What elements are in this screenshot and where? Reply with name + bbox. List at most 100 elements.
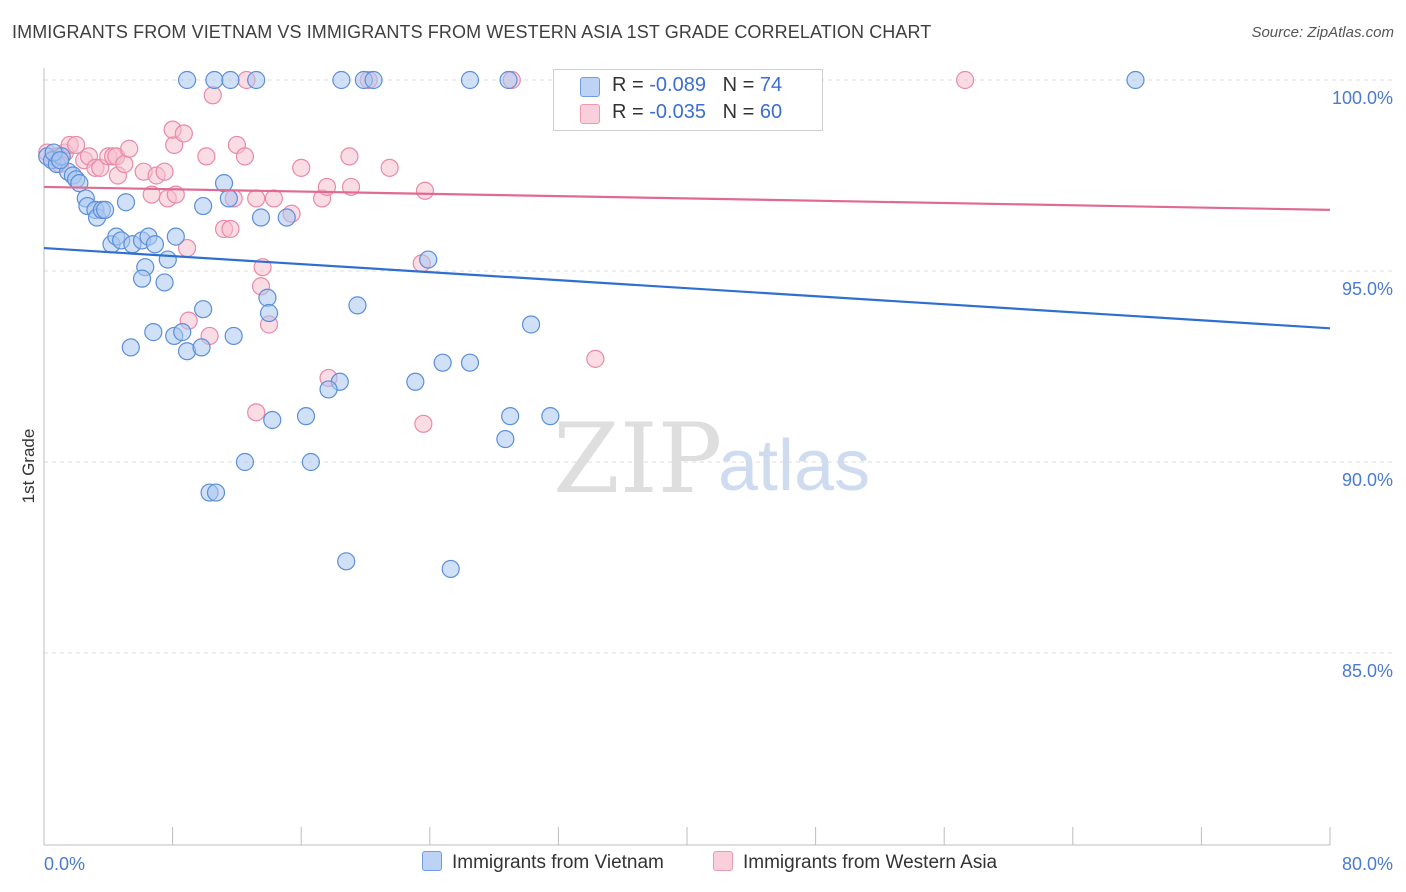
vietnam-point bbox=[247, 70, 266, 90]
legend-n-value-western-asia: 60 bbox=[759, 101, 783, 123]
vietnam-point bbox=[364, 70, 383, 90]
chart-title: IMMIGRANTS FROM VIETNAM VS IMMIGRANTS FR… bbox=[12, 22, 932, 42]
vietnam-point bbox=[205, 70, 224, 90]
trend-lines bbox=[43, 185, 1331, 330]
x-tick-min: 0.0% bbox=[44, 854, 85, 874]
western-asia-point bbox=[341, 177, 361, 197]
western-asia-point bbox=[340, 147, 359, 166]
western-asia-point bbox=[955, 70, 975, 90]
y-tick-label: 95.0% bbox=[1342, 279, 1393, 299]
legend-n-label: N = bbox=[722, 74, 760, 96]
bottom-legend-label-vietnam: Immigrants from Vietnam bbox=[452, 852, 664, 873]
y-axis-label: 1st Grade bbox=[19, 429, 38, 504]
western-asia-point bbox=[203, 86, 222, 105]
vietnam-point bbox=[155, 273, 174, 292]
vietnam-point bbox=[263, 410, 282, 430]
vietnam-point bbox=[192, 338, 211, 357]
vietnam-point bbox=[496, 429, 515, 449]
source-label: Source: ZipAtlas.com bbox=[1251, 24, 1394, 41]
western-asia-point bbox=[120, 139, 139, 158]
vietnam-point bbox=[116, 193, 136, 212]
x-tick-max: 80.0% bbox=[1342, 854, 1393, 874]
vietnam-point bbox=[173, 323, 192, 342]
legend-r-value-western-asia: -0.035 bbox=[649, 101, 706, 123]
vietnam-point bbox=[541, 407, 560, 426]
vietnam-point bbox=[441, 559, 460, 579]
western-asia-point bbox=[586, 349, 605, 368]
y-tick-label: 100.0% bbox=[1332, 88, 1393, 108]
vietnam-point bbox=[194, 300, 213, 319]
western-asia-point bbox=[197, 147, 216, 166]
watermark: ZIP atlas bbox=[553, 403, 870, 515]
vietnam-point bbox=[219, 189, 238, 208]
vietnam-point bbox=[145, 235, 165, 254]
western-asia-point bbox=[67, 135, 86, 155]
vietnam-point bbox=[132, 269, 152, 288]
western-asia-point bbox=[264, 189, 283, 208]
vietnam-point bbox=[144, 323, 163, 342]
vietnam-point bbox=[95, 200, 115, 219]
axes bbox=[43, 68, 1331, 846]
watermark-zip: ZIP bbox=[553, 403, 722, 515]
bottom-legend-label-western-asia: Immigrants from Western Asia bbox=[743, 852, 998, 873]
vietnam-point bbox=[259, 303, 279, 323]
western-asia-point bbox=[115, 154, 134, 174]
trend-line-western-asia bbox=[43, 185, 1331, 211]
series-western-asia-points bbox=[38, 70, 975, 433]
western-asia-point bbox=[292, 158, 311, 177]
vietnam-point bbox=[406, 372, 425, 391]
vietnam-point bbox=[258, 288, 277, 307]
western-asia-point bbox=[380, 158, 399, 177]
vietnam-point bbox=[177, 70, 197, 90]
western-asia-point bbox=[247, 403, 266, 422]
vietnam-point bbox=[301, 452, 320, 472]
vietnam-point bbox=[121, 338, 140, 357]
vietnam-point bbox=[501, 407, 520, 426]
legend-n-label: N = bbox=[722, 101, 760, 123]
bottom-legend-swatch-western-asia bbox=[713, 851, 733, 871]
legend-n-value-vietnam: 74 bbox=[759, 74, 783, 96]
vietnam-point bbox=[206, 483, 226, 502]
vietnam-point bbox=[460, 353, 480, 372]
bottom-legend-western-asia: Immigrants from Western Asia bbox=[713, 851, 997, 874]
western-asia-point bbox=[415, 181, 435, 200]
vietnam-point bbox=[332, 70, 351, 90]
vietnam-point bbox=[348, 296, 367, 315]
legend-swatch-western-asia bbox=[580, 104, 600, 124]
correlation-legend: R = -0.089 N = 74 R = -0.035 N = 60 bbox=[553, 69, 823, 131]
western-asia-point bbox=[155, 162, 174, 181]
vietnam-point bbox=[1126, 70, 1145, 90]
vietnam-point bbox=[194, 196, 213, 216]
vietnam-point bbox=[319, 380, 338, 399]
vietnam-point bbox=[499, 70, 518, 90]
vietnam-point bbox=[224, 326, 243, 346]
vietnam-point bbox=[158, 250, 177, 269]
vietnam-point bbox=[251, 208, 271, 227]
series-vietnam-points bbox=[38, 70, 1145, 579]
vietnam-point bbox=[460, 70, 480, 90]
legend-r-value-vietnam: -0.089 bbox=[649, 74, 706, 96]
vietnam-point bbox=[50, 151, 70, 170]
vietnam-point bbox=[433, 353, 452, 372]
vietnam-point bbox=[235, 452, 255, 472]
legend-r-label: R = bbox=[612, 101, 650, 123]
vietnam-point bbox=[221, 70, 240, 90]
western-asia-point bbox=[235, 147, 255, 166]
y-tick-label: 85.0% bbox=[1342, 661, 1393, 681]
legend-r-label: R = bbox=[612, 74, 650, 96]
western-asia-point bbox=[247, 189, 266, 208]
grid-lines bbox=[44, 79, 1392, 654]
vietnam-point bbox=[166, 227, 185, 246]
vietnam-point bbox=[419, 250, 438, 269]
vietnam-point bbox=[296, 407, 316, 426]
legend-swatch-vietnam bbox=[580, 77, 600, 97]
y-tick-labels: 100.0% 95.0% 90.0% 85.0% bbox=[1332, 88, 1393, 681]
vietnam-point bbox=[521, 315, 541, 334]
watermark-atlas: atlas bbox=[718, 426, 870, 506]
bottom-legend-swatch-vietnam bbox=[422, 851, 442, 871]
y-tick-label: 90.0% bbox=[1342, 470, 1393, 490]
trend-line-vietnam bbox=[43, 246, 1331, 330]
western-asia-point bbox=[414, 414, 433, 433]
vietnam-point bbox=[277, 208, 296, 227]
